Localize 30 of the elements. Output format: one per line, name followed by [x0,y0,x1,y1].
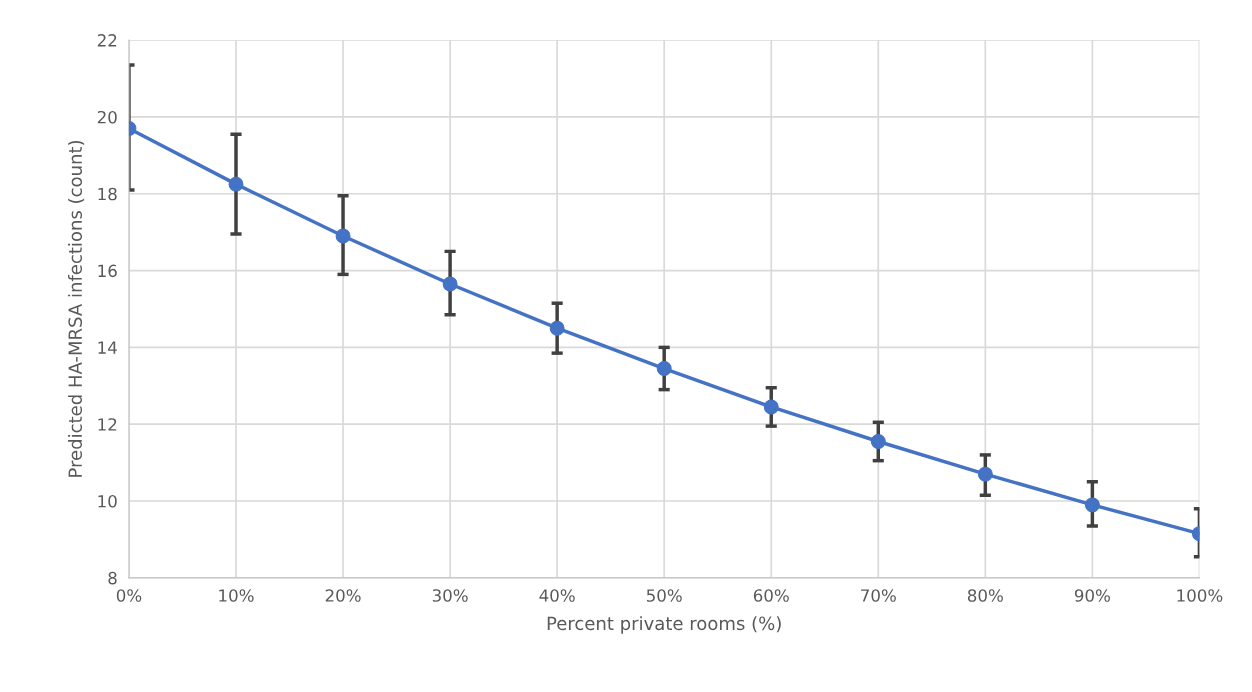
point [656,361,672,376]
point [549,320,565,336]
y-axis-title: Predicted HA-MRSA infections (count) [68,140,85,477]
point [335,228,351,244]
x-tick-label: 60% [753,589,789,602]
point [442,276,458,292]
x-tick-label: 0% [116,589,142,602]
x-tick-label: 90% [1074,589,1110,602]
y-tick-label: 16 [98,264,117,278]
point [870,434,886,449]
point [1084,497,1100,513]
y-tick-label: 12 [98,418,117,431]
x-tick-label: 50% [646,589,682,602]
x-tick-label: 40% [539,589,575,602]
x-tick-label: 10% [219,589,254,602]
y-tick-label: 20 [97,110,117,124]
x-tick-label: 30% [432,589,468,602]
point [977,466,993,482]
x-tick-label: 70% [861,589,896,602]
y-tick-label: 22 [97,34,117,47]
point [228,176,244,192]
x-tick-label: 100% [1177,589,1223,602]
x-tick-label: 80% [967,589,1003,602]
y-tick-label: 10 [98,494,117,508]
x-tick-label: 20% [325,589,361,602]
x-axis-title: Percent private rooms (%) [547,616,781,634]
y-tick-label: 8 [108,571,117,585]
y-tick-label: 14 [98,341,117,354]
y-tick-label: 18 [98,187,117,201]
point [763,399,779,415]
